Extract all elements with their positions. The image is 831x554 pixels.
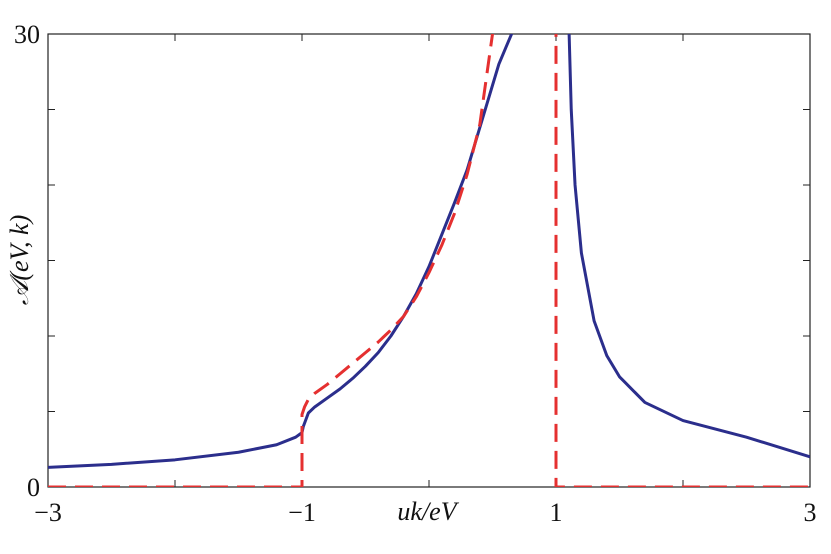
y-tick-label: 30	[14, 20, 40, 49]
dashed-series-line-2	[48, 34, 495, 487]
y-axis-label: 𝒜(eV, k)	[5, 215, 34, 306]
solid-series-line-0	[48, 34, 514, 469]
x-tick-label: 1	[550, 498, 563, 527]
x-tick-label: −3	[34, 498, 62, 527]
x-tick-label: −1	[288, 498, 316, 527]
x-axis-label: uk/eV	[397, 497, 459, 526]
series-group	[48, 34, 810, 487]
y-tick-label: 0	[27, 473, 40, 502]
plot-area	[47, 33, 811, 488]
solid-series-line-1	[567, 34, 810, 459]
x-tick-label: 3	[804, 498, 817, 527]
ticks	[47, 33, 811, 488]
